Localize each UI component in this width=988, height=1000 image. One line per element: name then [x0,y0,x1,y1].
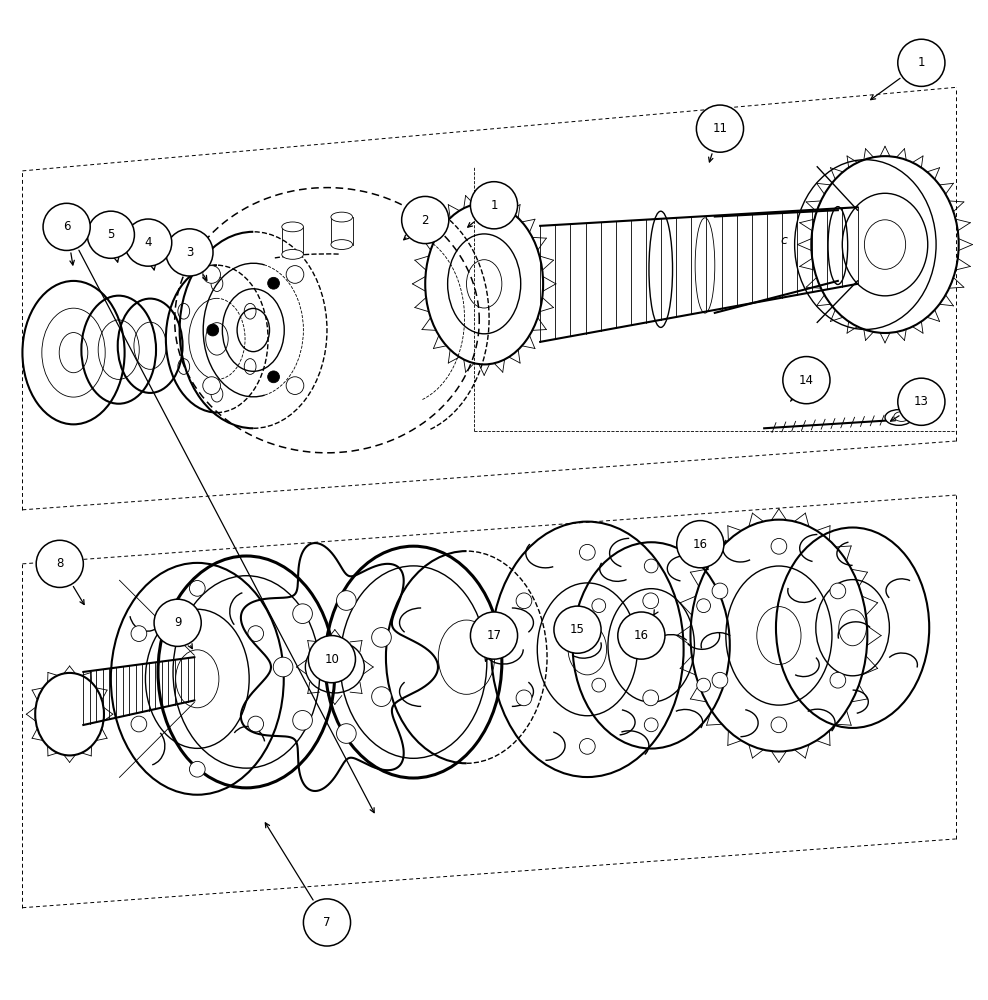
Circle shape [131,626,147,641]
Circle shape [580,739,595,754]
Text: 9: 9 [174,616,182,629]
Circle shape [830,672,846,688]
Circle shape [516,593,532,609]
Circle shape [203,377,220,394]
Text: 16: 16 [693,538,707,551]
Circle shape [371,628,391,647]
Ellipse shape [282,222,303,232]
Ellipse shape [282,249,303,259]
Ellipse shape [885,410,913,425]
Circle shape [248,626,264,641]
Circle shape [337,591,357,610]
Circle shape [898,378,945,425]
Circle shape [190,761,206,777]
Circle shape [268,371,280,383]
Text: 15: 15 [570,623,585,636]
Circle shape [308,636,356,683]
Circle shape [206,324,218,336]
Text: 1: 1 [490,199,498,212]
Circle shape [592,678,606,692]
Circle shape [203,266,220,283]
Circle shape [166,229,213,276]
Circle shape [292,711,312,730]
Circle shape [697,105,744,152]
Text: 5: 5 [107,228,115,241]
Circle shape [268,277,280,289]
Circle shape [771,538,786,554]
Circle shape [292,604,312,624]
Circle shape [644,718,658,732]
Circle shape [154,599,202,646]
Circle shape [592,599,606,613]
Ellipse shape [331,240,353,249]
Text: 2: 2 [422,214,429,227]
Text: 16: 16 [634,629,649,642]
Circle shape [643,690,659,706]
Circle shape [782,357,830,404]
Circle shape [124,219,172,266]
Text: 3: 3 [186,246,193,259]
Text: 13: 13 [914,395,929,408]
Ellipse shape [894,412,910,421]
Circle shape [248,716,264,732]
Circle shape [712,672,728,688]
Circle shape [190,581,206,596]
Circle shape [303,899,351,946]
Circle shape [771,717,786,733]
Text: 10: 10 [324,653,339,666]
Circle shape [697,678,710,692]
Circle shape [274,657,292,677]
Circle shape [287,377,304,394]
Text: 1: 1 [918,56,925,69]
Text: 8: 8 [56,557,63,570]
Circle shape [712,583,728,599]
Circle shape [470,182,518,229]
Circle shape [131,716,147,732]
Circle shape [580,544,595,560]
Circle shape [697,599,710,613]
Text: 4: 4 [144,236,152,249]
Circle shape [43,203,90,250]
Text: 11: 11 [712,122,727,135]
Circle shape [644,559,658,573]
Circle shape [287,266,304,283]
Text: 7: 7 [323,916,331,929]
Text: 6: 6 [63,220,70,233]
Circle shape [371,687,391,706]
Circle shape [337,724,357,743]
Text: 17: 17 [486,629,502,642]
Circle shape [516,690,532,706]
Circle shape [830,583,846,599]
Circle shape [643,593,659,609]
Circle shape [554,606,601,653]
Circle shape [470,612,518,659]
Circle shape [898,39,945,86]
Circle shape [37,540,83,587]
Circle shape [618,612,665,659]
Text: 14: 14 [799,374,814,387]
Circle shape [402,196,449,244]
Circle shape [677,521,724,568]
Ellipse shape [331,212,353,222]
Circle shape [87,211,134,258]
Text: c: c [781,234,787,247]
